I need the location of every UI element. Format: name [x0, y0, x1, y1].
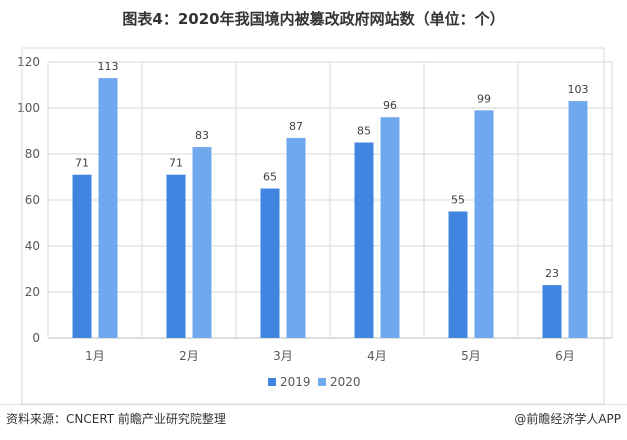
bar-2019: [448, 211, 468, 338]
x-tick-label: 2月: [179, 349, 199, 363]
legend-swatch-2019: [268, 378, 276, 386]
bar-2019: [260, 188, 280, 338]
bar-2020: [98, 78, 118, 338]
x-tick-label: 4月: [367, 349, 387, 363]
y-tick-label: 100: [17, 101, 40, 115]
data-label: 85: [357, 125, 371, 138]
x-tick-label: 1月: [85, 349, 105, 363]
data-label: 87: [289, 120, 303, 133]
bar-2020: [568, 101, 588, 338]
y-tick-label: 40: [25, 239, 40, 253]
x-tick-label: 5月: [461, 349, 481, 363]
y-tick-label: 120: [17, 55, 40, 69]
y-tick-label: 60: [25, 193, 40, 207]
bar-2020: [474, 110, 494, 338]
data-label: 65: [263, 171, 277, 184]
data-label: 71: [75, 157, 89, 170]
brand-credit: @前瞻经济学人APP: [514, 410, 621, 427]
chart-title: 图表4：2020年我国境内被篡改政府网站数（单位：个）: [122, 10, 505, 28]
data-label: 113: [98, 60, 119, 73]
chart-frame: [21, 47, 605, 405]
bar-2020: [380, 117, 400, 338]
bar-chart: 0 20 40 60 80 100 120 71 113 1月 71 83 2月 65 87 3月 85 96 4月…: [17, 47, 613, 405]
x-tick-label: 6月: [555, 349, 575, 363]
data-label: 23: [545, 267, 559, 280]
legend-swatch-2020: [318, 378, 326, 386]
legend-label: 2019: [280, 375, 311, 389]
bar-2019: [354, 142, 374, 338]
legend-label: 2020: [330, 375, 361, 389]
brand-text: @前瞻经济学人APP: [514, 412, 621, 426]
data-label: 103: [568, 83, 589, 96]
bar-2019: [72, 174, 92, 338]
x-tick-label: 3月: [273, 349, 293, 363]
bar-2020: [192, 147, 212, 338]
data-label: 83: [195, 129, 209, 142]
y-tick-label: 20: [25, 285, 40, 299]
y-tick-label: 80: [25, 147, 40, 161]
data-label: 71: [169, 157, 183, 170]
data-label: 55: [451, 194, 465, 207]
source-note: 资料来源：CNCERT 前瞻产业研究院整理: [6, 412, 226, 426]
y-tick-label: 0: [32, 331, 40, 345]
bar-2019: [166, 174, 186, 338]
data-label: 99: [477, 92, 491, 105]
bar-2020: [286, 137, 306, 338]
bar-2019: [542, 285, 562, 338]
data-label: 96: [383, 99, 397, 112]
